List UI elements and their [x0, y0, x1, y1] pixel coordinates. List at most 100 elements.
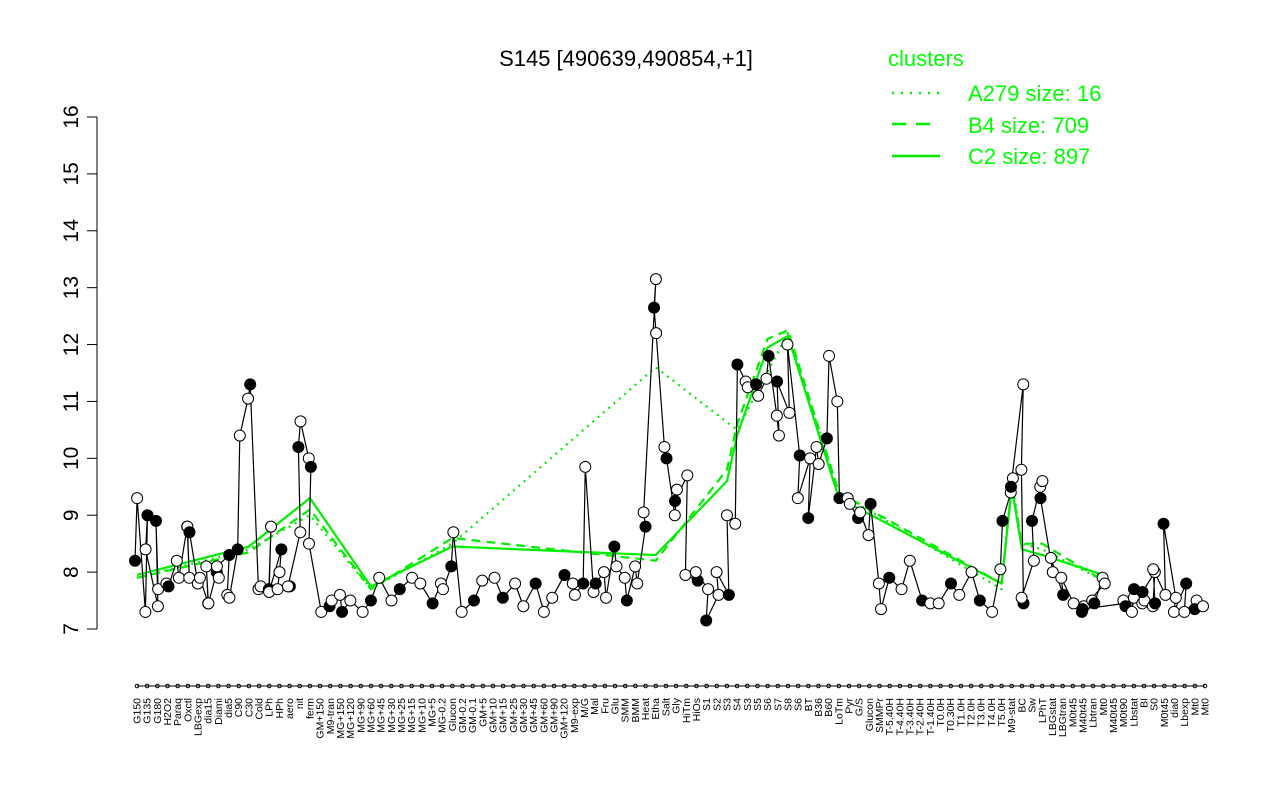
x-tick-96 [1111, 683, 1116, 689]
data-point-149 [965, 566, 978, 579]
data-point-190 [1147, 563, 1160, 576]
x-tick-55 [694, 683, 699, 689]
x-tick-label-97: M0t90 [1118, 698, 1130, 727]
data-point-161 [1027, 554, 1040, 567]
data-point-124 [791, 492, 804, 505]
x-tick-label-14: HPh [274, 698, 286, 719]
data-point-84 [608, 540, 621, 553]
x-tick-label-13: LPh [264, 698, 276, 717]
x-tick-label-51: Etha [650, 698, 662, 720]
data-point-162 [1025, 514, 1038, 527]
data-point-103 [689, 566, 702, 579]
x-tick-37 [511, 683, 516, 689]
data-point-137 [862, 529, 875, 542]
x-tick-4 [175, 683, 180, 689]
x-tick-100 [1151, 683, 1157, 689]
x-tick-25 [388, 683, 394, 689]
y-tick-label-12: 12 [60, 333, 83, 356]
x-tick-label-49: BMM [630, 698, 642, 723]
x-tick-10 [236, 683, 242, 689]
x-tick-label-79: T0.0H [935, 698, 947, 727]
x-tick-label-28: MG+10 [416, 698, 428, 733]
x-tick-79 [938, 683, 943, 689]
x-tick-94 [1090, 683, 1096, 689]
x-tick-20 [338, 683, 343, 689]
data-point-92 [649, 273, 662, 286]
x-tick-label-80: T0.30H [945, 698, 957, 732]
x-tick-26 [399, 683, 404, 689]
x-tick-21 [348, 683, 353, 689]
data-point-189 [1149, 597, 1162, 610]
x-tick-label-32: GM-0.2 [457, 698, 469, 733]
x-tick-label-59: S4 [732, 698, 744, 711]
data-point-140 [874, 603, 887, 616]
x-tick-label-98: Lbstat [1128, 698, 1140, 727]
data-point-166 [1046, 566, 1059, 579]
data-point-97 [668, 509, 681, 522]
x-tick-label-21: MG+120 [345, 698, 357, 739]
x-tick-85 [999, 683, 1004, 689]
data-point-37 [273, 566, 286, 579]
data-point-65 [455, 605, 468, 618]
x-tick-48 [622, 683, 628, 689]
x-tick-label-27: MG+15 [406, 698, 418, 733]
x-tick-32 [460, 683, 465, 689]
x-tick-3 [165, 683, 170, 689]
x-tick-87 [1019, 683, 1025, 689]
cluster-line-solid [136, 334, 1104, 588]
data-point-19 [200, 560, 213, 573]
x-tick-53 [673, 683, 679, 689]
x-tick-label-45: Mal [589, 698, 601, 715]
x-tick-13 [266, 683, 272, 689]
data-point-58 [406, 571, 419, 584]
x-tick-60 [744, 683, 750, 689]
data-point-52 [344, 594, 357, 607]
x-tick-label-1: G135 [142, 698, 154, 724]
data-point-152 [994, 563, 1007, 576]
x-tick-35 [490, 683, 496, 689]
data-point-60 [426, 597, 439, 610]
x-tick-label-92: M0t45 [1067, 698, 1079, 727]
y-tick-label-13: 13 [60, 276, 83, 299]
x-tick-label-64: S8 [782, 698, 794, 711]
x-tick-9 [226, 683, 231, 689]
x-tick-label-94: Lbtran [1088, 698, 1100, 728]
x-tick-label-3: H2O2 [162, 698, 174, 726]
x-tick-14 [277, 683, 282, 689]
data-point-96 [660, 452, 673, 465]
x-tick-label-104: Mt0 [1189, 698, 1201, 716]
x-tick-label-75: T-4.40H [894, 698, 906, 735]
x-tick-label-72: Glucon [864, 698, 876, 731]
data-point-196 [1178, 605, 1191, 618]
data-point-119 [772, 429, 785, 442]
x-tick-24 [378, 683, 384, 689]
x-tick-label-40: GM+60 [538, 698, 550, 733]
x-tick-103 [1182, 683, 1187, 689]
x-tick-31 [450, 683, 455, 689]
x-tick-95 [1100, 683, 1106, 689]
data-point-120 [771, 375, 784, 388]
data-point-195 [1180, 577, 1193, 590]
data-point-55 [373, 571, 386, 584]
data-point-100 [681, 469, 694, 482]
x-tick-label-69: LoTm [833, 698, 845, 725]
x-tick-0 [134, 683, 140, 689]
x-tick-59 [734, 683, 740, 689]
data-point-153 [996, 514, 1009, 527]
data-point-54 [364, 594, 377, 607]
data-point-17 [193, 571, 206, 584]
data-point-127 [810, 440, 823, 453]
x-tick-104 [1192, 683, 1198, 689]
data-point-98 [670, 483, 683, 496]
data-point-110 [729, 517, 742, 530]
x-tick-63 [775, 683, 781, 689]
data-point-160 [1015, 591, 1028, 604]
data-point-130 [823, 349, 836, 362]
x-tick-67 [816, 683, 821, 689]
data-point-67 [476, 574, 489, 587]
x-tick-46 [602, 683, 608, 689]
x-tick-label-47: Glu [610, 698, 622, 715]
data-point-117 [762, 349, 775, 362]
x-tick-51 [653, 683, 659, 689]
y-tick-label-14: 14 [60, 219, 83, 243]
